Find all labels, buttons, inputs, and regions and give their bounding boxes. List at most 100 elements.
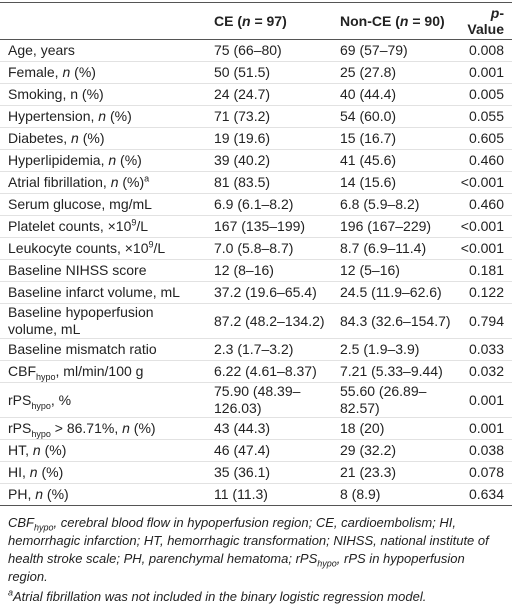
- row-label: Baseline NIHSS score: [0, 259, 210, 282]
- text: 43 (44.3): [214, 420, 271, 436]
- row-label: rPShypo, %: [0, 382, 210, 418]
- cell: 0.032: [456, 360, 512, 383]
- cell: <0.001: [456, 171, 512, 194]
- cell: 75 (66–80): [210, 39, 336, 62]
- data-table: CE (n = 97) Non-CE (n = 90) p-Value Age, y…: [0, 2, 512, 506]
- text: 69 (57–79): [340, 42, 408, 58]
- text-segment: Atrial fibrillation,: [8, 174, 111, 190]
- cell: 0.008: [456, 39, 512, 62]
- cell: 0.794: [456, 303, 512, 339]
- cell: 41 (45.6): [336, 149, 456, 172]
- table-row: CBFhypo, ml/min/100 g 6.22 (4.61–8.37) 7.2…: [0, 360, 512, 383]
- row-label: Leukocyte counts, ×109/L: [0, 237, 210, 260]
- text: 0.038: [468, 442, 504, 458]
- text-segment: (%): [37, 464, 64, 480]
- text-segment: /L: [153, 240, 166, 256]
- text-segment: (%): [43, 486, 69, 502]
- cell: 0.634: [456, 483, 512, 506]
- table-row: Hypertension, n (%) 71 (73.2) 54 (60.0) 0.0…: [0, 105, 512, 128]
- text-segment: (%): [106, 108, 132, 124]
- text-segment: n: [71, 130, 79, 146]
- row-label: HI, n (%): [0, 461, 210, 484]
- text: 21 (23.3): [340, 464, 397, 480]
- text-segment: p: [490, 5, 500, 21]
- table-row: Age, years 75 (66–80) 69 (57–79) 0.008: [0, 39, 512, 62]
- text: 15 (16.7): [340, 130, 397, 146]
- cell: 2.3 (1.7–3.2): [210, 338, 336, 361]
- text-segment: n: [29, 464, 38, 480]
- text: 7.21 (5.33–9.44): [340, 363, 443, 379]
- row-label: HT, n (%): [0, 439, 210, 462]
- cell: 50 (51.5): [210, 61, 336, 84]
- cell: 39 (40.2): [210, 149, 336, 172]
- text: Smoking, n (%): [8, 86, 104, 102]
- cell: 8 (8.9): [336, 483, 456, 506]
- text-segment: (%): [129, 420, 156, 436]
- cell: 6.9 (6.1–8.2): [210, 193, 336, 216]
- text: Age, years: [8, 42, 75, 58]
- cell: <0.001: [456, 215, 512, 238]
- table-row: rPShypo > 86.71%, n (%) 43 (44.3) 18 (20) 0…: [0, 417, 512, 440]
- text-segment: hypo: [31, 400, 51, 411]
- column-header: Non-CE (n = 90): [336, 2, 456, 40]
- table-row: HT, n (%) 46 (47.4) 29 (32.2) 0.038: [0, 439, 512, 462]
- text: 37.2 (19.6–65.4): [214, 284, 317, 300]
- text: 0.460: [468, 196, 504, 212]
- text-segment: CE (: [214, 13, 242, 29]
- text: 2.3 (1.7–3.2): [214, 341, 294, 357]
- text: 14 (15.6): [340, 174, 397, 190]
- cell: 29 (32.2): [336, 439, 456, 462]
- text: 55.60 (26.89–82.57): [340, 383, 427, 416]
- cell: <0.001: [456, 237, 512, 260]
- text: 0.055: [468, 108, 504, 124]
- table-row: Female, n (%) 50 (51.5) 25 (27.8) 0.001: [0, 61, 512, 84]
- text: 196 (167–229): [340, 218, 432, 234]
- table-row: Leukocyte counts, ×109/L 7.0 (5.8–8.7) 8.7…: [0, 237, 512, 260]
- text-segment: 9: [148, 239, 154, 250]
- cell: 7.0 (5.8–8.7): [210, 237, 336, 260]
- text: 81 (83.5): [214, 174, 271, 190]
- cell: 0.033: [456, 338, 512, 361]
- table-row: Serum glucose, mg/mL 6.9 (6.1–8.2) 6.8 (5.…: [0, 193, 512, 216]
- text: 8 (8.9): [340, 486, 381, 502]
- row-label: Baseline hypoperfusion volume, mL: [0, 303, 210, 339]
- text-segment: n: [35, 486, 44, 502]
- text: 0.008: [468, 42, 504, 58]
- text: 18 (20): [340, 420, 385, 436]
- row-label: Hyperlipidemia, n (%): [0, 149, 210, 172]
- header-row: CE (n = 97) Non-CE (n = 90) p-Value: [0, 2, 512, 40]
- table-row: Smoking, n (%) 24 (24.7) 40 (44.4) 0.005: [0, 83, 512, 106]
- table-row: Diabetes, n (%) 19 (19.6) 15 (16.7) 0.605: [0, 127, 512, 150]
- row-label: Age, years: [0, 39, 210, 62]
- cell: 0.181: [456, 259, 512, 282]
- text: Baseline infarct volume, mL: [8, 284, 180, 300]
- table-row: Baseline NIHSS score 12 (8–16) 12 (5–16) 0.…: [0, 259, 512, 282]
- text-segment: rPS: [8, 420, 32, 436]
- text: 0.181: [468, 262, 504, 278]
- text-segment: hypo: [34, 522, 54, 533]
- text: 8.7 (6.9–11.4): [340, 240, 427, 256]
- text: 0.122: [468, 284, 504, 300]
- text: 29 (32.2): [340, 442, 397, 458]
- cell: 15 (16.7): [336, 127, 456, 150]
- cell: 11 (11.3): [210, 483, 336, 506]
- row-label: CBFhypo, ml/min/100 g: [0, 360, 210, 383]
- text: 11 (11.3): [214, 486, 268, 502]
- text-segment: Non-CE (: [340, 13, 400, 29]
- table-row: Hyperlipidemia, n (%) 39 (40.2) 41 (45.6) 0…: [0, 149, 512, 172]
- text: 75.90 (48.39–126.03): [214, 383, 301, 416]
- text-segment: CBF: [8, 515, 34, 530]
- row-label: Baseline infarct volume, mL: [0, 281, 210, 304]
- text: 75 (66–80): [214, 42, 282, 58]
- text-segment: n: [399, 13, 409, 29]
- text-segment: > 86.71%,: [50, 420, 123, 436]
- cell: 167 (135–199): [210, 215, 336, 238]
- cell: 0.001: [456, 417, 512, 440]
- text-segment: (%): [40, 442, 67, 458]
- text: 0.078: [468, 464, 504, 480]
- column-header: CE (n = 97): [210, 2, 336, 40]
- text: 0.001: [468, 420, 504, 436]
- cell: 14 (15.6): [336, 171, 456, 194]
- cell: 54 (60.0): [336, 105, 456, 128]
- text-segment: Diabetes,: [8, 130, 72, 146]
